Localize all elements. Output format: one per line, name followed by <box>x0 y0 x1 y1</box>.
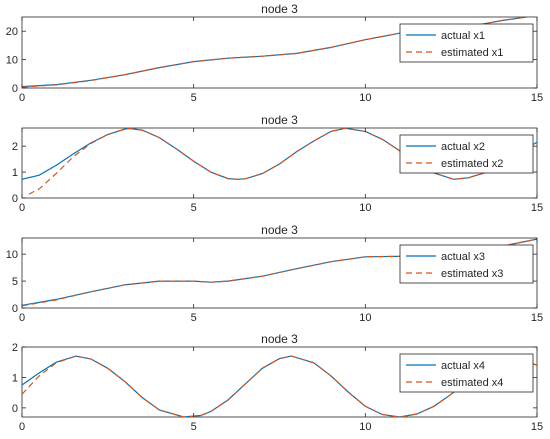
y-tick-label: 10 <box>6 249 18 261</box>
subplot-title: node 3 <box>261 113 298 127</box>
x-tick-label: 5 <box>191 312 197 324</box>
estimated-series-line <box>28 128 537 195</box>
y-tick-label: 2 <box>12 342 18 354</box>
x-tick-label: 15 <box>531 312 543 324</box>
y-tick-label: 5 <box>12 276 18 288</box>
legend: actual x1 estimated x1 <box>399 23 534 63</box>
legend-box <box>399 244 534 284</box>
subplot-title: node 3 <box>261 2 298 16</box>
x-tick-label: 15 <box>531 421 543 433</box>
x-tick-label: 0 <box>19 312 25 324</box>
legend-label: actual x3 <box>441 251 485 263</box>
x-tick-label: 5 <box>191 421 197 433</box>
legend-box <box>399 353 534 393</box>
x-tick-label: 0 <box>19 92 25 104</box>
x-tick-label: 15 <box>531 92 543 104</box>
x-tick-label: 10 <box>359 312 371 324</box>
x-tick-label: 5 <box>191 202 197 214</box>
subplot-2: node 3 0 5 10 15 0 1 2 actual x2 estimated x2 <box>12 113 543 214</box>
y-tick-label: 0 <box>12 83 18 95</box>
subplot-title: node 3 <box>261 223 298 237</box>
subplot-title: node 3 <box>261 332 298 346</box>
legend: actual x3 estimated x3 <box>399 244 534 284</box>
y-tick-label: 2 <box>12 141 18 153</box>
estimated-series-line <box>22 238 537 307</box>
y-tick-label: 0 <box>12 193 18 205</box>
x-tick-label: 10 <box>359 421 371 433</box>
legend-label: actual x2 <box>441 141 485 153</box>
legend-label: estimated x1 <box>441 47 503 59</box>
legend-label: actual x1 <box>441 30 485 42</box>
legend-label: estimated x2 <box>441 158 503 170</box>
subplot-1: node 3 0 5 10 15 0 10 20 actual x1 estimated x1 <box>6 2 543 104</box>
x-tick-label: 5 <box>191 92 197 104</box>
subplot-4: node 3 0 5 10 15 0 1 2 actual x4 estimated x4 <box>12 332 543 433</box>
x-tick-label: 10 <box>359 202 371 214</box>
x-tick-label: 15 <box>531 202 543 214</box>
subplot-3: node 3 0 5 10 15 0 5 10 actual x3 estimated x3 <box>6 223 543 324</box>
x-tick-label: 10 <box>359 92 371 104</box>
y-tick-label: 0 <box>12 303 18 315</box>
legend-box <box>399 134 534 174</box>
y-tick-label: 1 <box>12 167 18 179</box>
legend-label: estimated x3 <box>441 268 503 280</box>
y-tick-label: 10 <box>6 55 18 67</box>
legend: actual x2 estimated x2 <box>399 134 534 174</box>
legend-label: actual x4 <box>441 360 485 372</box>
x-tick-label: 0 <box>19 202 25 214</box>
legend-box <box>399 23 534 63</box>
y-tick-label: 0 <box>12 403 18 415</box>
y-tick-label: 20 <box>6 26 18 38</box>
y-tick-label: 1 <box>12 372 18 384</box>
x-tick-label: 0 <box>19 421 25 433</box>
legend: actual x4 estimated x4 <box>399 353 534 393</box>
legend-label: estimated x4 <box>441 377 503 389</box>
